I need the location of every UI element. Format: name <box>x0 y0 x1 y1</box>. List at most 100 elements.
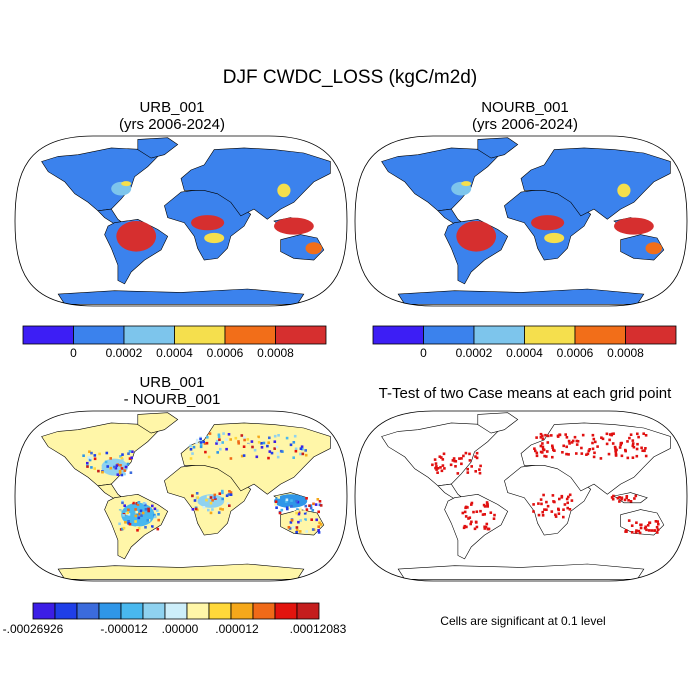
map-grid-cell <box>197 500 201 504</box>
map-grid-cell <box>211 508 214 511</box>
map-grid-cell <box>558 433 561 436</box>
map-grid-cell <box>563 503 567 506</box>
map-grid-cell <box>304 504 308 508</box>
map-grid-cell <box>434 462 438 465</box>
map-grid-cell <box>462 526 466 530</box>
map-grid-cell <box>539 498 543 501</box>
map-grid-cell <box>279 449 283 453</box>
map-land-eurasia <box>180 147 331 220</box>
map-grid-cell <box>633 497 636 500</box>
map-grid-cell <box>635 454 639 458</box>
map-grid-cell <box>257 435 260 439</box>
map-grid-cell <box>650 529 653 532</box>
map-grid-cell <box>114 466 118 470</box>
map-grid-cell <box>442 452 446 456</box>
map-grid-cell <box>537 513 541 517</box>
colorbar-tick-label: 0.0008 <box>607 346 644 360</box>
map-grid-cell <box>204 450 207 454</box>
map-grid-cell <box>121 500 124 503</box>
map-grid-cell <box>492 517 496 520</box>
map-grid-cell <box>229 438 232 441</box>
map-grid-cell <box>623 498 627 502</box>
colorbar-tick-label: -.00026926 <box>3 622 64 636</box>
map-grid-cell <box>645 528 648 532</box>
map-grid-cell <box>292 456 295 459</box>
map-grid-cell <box>113 465 116 469</box>
colorbar-swatch <box>208 602 232 620</box>
map-grid-cell <box>131 450 134 453</box>
map-grid-cell <box>635 447 639 451</box>
map-grid-cell <box>454 460 458 463</box>
map-grid-cell <box>93 457 97 461</box>
map-grid-cell <box>89 456 93 460</box>
map-grid-cell <box>552 500 555 503</box>
map-grid-cell <box>221 441 224 444</box>
map-grid-cell <box>636 432 639 436</box>
map-grid-cell <box>475 451 479 455</box>
map-grid-cell <box>191 452 194 455</box>
colorbar-tick-label: 0.0006 <box>557 346 594 360</box>
map-grid-cell <box>262 441 266 445</box>
map-grid-cell <box>134 514 138 518</box>
map-grid-cell <box>215 439 219 443</box>
map-grid-cell <box>289 443 293 447</box>
map-grid-cell <box>551 444 554 448</box>
map-grid-cell <box>147 509 150 513</box>
colorbar-swatch <box>252 602 276 620</box>
map-grid-cell <box>268 450 272 453</box>
map-grid-cell <box>467 517 470 520</box>
map-grid-cell <box>268 436 271 440</box>
map-grid-cell <box>539 450 543 454</box>
map-grid-cell <box>469 522 472 526</box>
map-grid-cell <box>557 512 561 515</box>
map-grid-cell <box>318 500 322 503</box>
map-grid-cell <box>222 432 225 435</box>
map-grid-cell <box>309 504 313 507</box>
map-grid-cell <box>87 456 90 459</box>
map-land-layer <box>15 136 347 306</box>
map-grid-cell <box>567 453 570 456</box>
map-grid-cell <box>196 508 199 512</box>
map-grid-cell <box>290 519 294 522</box>
map-grid-cell <box>625 495 629 498</box>
map-grid-cell <box>120 456 124 460</box>
map-grid-cell <box>561 451 564 454</box>
map-grid-cell <box>610 432 614 436</box>
map-grid-cell <box>217 435 221 438</box>
colorbar-swatch <box>372 325 424 345</box>
map-grid-cell <box>128 450 132 453</box>
map-grid-cell <box>250 440 254 443</box>
map-grid-cell <box>619 443 622 447</box>
map-grid-cell <box>482 503 486 507</box>
map-grid-cell <box>141 511 145 515</box>
map-grid-cell <box>221 489 224 493</box>
map-grid-cell <box>277 496 280 499</box>
map-grid-cell <box>121 501 124 505</box>
map-grid-cell <box>591 433 595 437</box>
map-grid-cell <box>565 497 569 501</box>
panel-diff: URB_001 - NOURB_001 -.00026926 -.000012 .0… <box>3 374 348 636</box>
map-land-antarctica <box>397 563 645 580</box>
map-grid-cell <box>199 443 203 447</box>
panel-nourb-title-line2: (yrs 2006-2024) <box>472 116 578 133</box>
map-grid-cell <box>312 502 315 506</box>
map-value-region <box>277 183 291 198</box>
map-grid-cell <box>565 445 568 449</box>
map-grid-cell <box>227 493 231 496</box>
map-grid-cell <box>293 511 297 514</box>
colorbar-swatch <box>224 325 276 345</box>
map-grid-cell <box>580 446 583 450</box>
map-grid-cell <box>301 447 304 451</box>
map-grid-cell <box>630 531 634 534</box>
map-land-greenland <box>477 412 519 434</box>
map-grid-cell <box>130 500 133 503</box>
map-grid-cell <box>305 508 309 511</box>
map-grid-cell <box>644 447 647 450</box>
map-grid-cell <box>586 452 590 456</box>
map-grid-cell <box>118 522 121 526</box>
map-grid-cell <box>470 501 474 505</box>
map-grid-cell <box>594 440 597 444</box>
map-grid-cell <box>156 527 160 531</box>
map-grid-cell <box>118 470 122 473</box>
map-grid-cell <box>631 456 635 459</box>
